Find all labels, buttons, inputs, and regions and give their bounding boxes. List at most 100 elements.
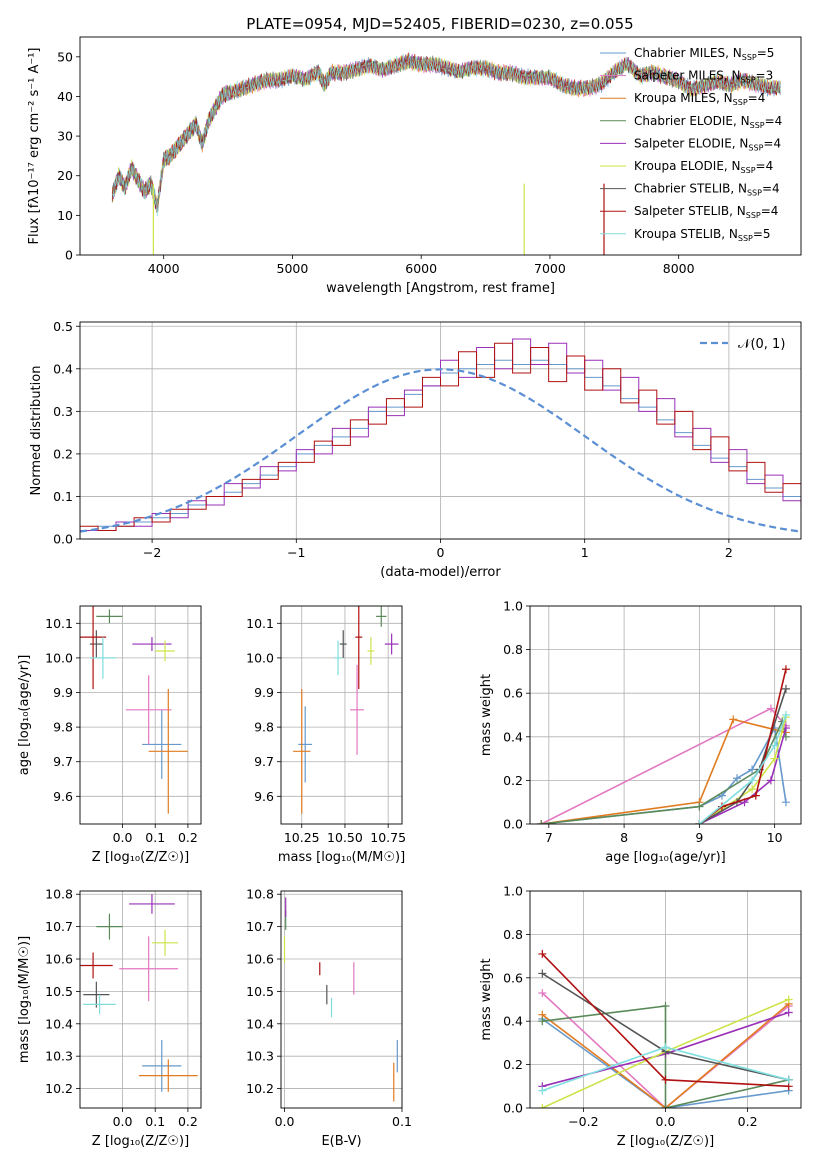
weight-marker	[766, 776, 775, 785]
weight-marker	[661, 1002, 670, 1011]
x-tick-label: 0.0	[113, 1114, 133, 1129]
legend-label: 𝒩(0, 1)	[738, 337, 785, 352]
y-axis-label: mass weight	[479, 674, 494, 756]
weight-marker	[729, 715, 738, 724]
errorbar-point	[119, 936, 179, 1002]
weight-marker	[748, 785, 757, 794]
plot-area	[537, 665, 790, 824]
y-tick-label: 9.8	[53, 720, 73, 735]
errorbar-point	[96, 609, 123, 624]
x-axis-label: Z [log₁₀(Z/Z☉)]	[92, 1134, 189, 1149]
errorbar-point	[125, 675, 172, 745]
legend: 𝒩(0, 1)	[700, 337, 785, 352]
charts-layer: Chabrier MILES, NSSP=5 Salpeter MILES, NS…	[17, 36, 802, 1149]
errorbar-point	[298, 706, 313, 783]
x-tick-label: −1	[287, 545, 305, 560]
weight-marker	[733, 774, 742, 783]
chart-age-vs-Z: 0.0 0.1 0.2 9.6 9.7 9.8 9.9 10.0 10.1 Z [log₁₀(Z/…	[17, 605, 202, 865]
y-tick-label: 0.3	[53, 404, 73, 419]
y-tick-label: 9.6	[53, 789, 73, 804]
y-axis-label: Flux [fλ10⁻¹⁷ erg cm⁻² s⁻¹ A⁻¹]	[27, 48, 42, 245]
weight-marker	[781, 711, 790, 719]
weight-marker	[781, 665, 790, 674]
weight-series-line	[699, 727, 787, 824]
y-tick-label: 10.4	[246, 1016, 274, 1031]
x-tick-label: 0.1	[145, 1114, 165, 1129]
weight-series-line	[698, 714, 787, 824]
weight-marker	[784, 1075, 793, 1084]
chart-mass-vs-Z: 0.0 0.1 0.2 10.2 10.3 10.4 10.5 10.6 10.7 10.8 Z […	[17, 887, 202, 1149]
y-tick-label: 10.8	[246, 887, 274, 902]
errorbar-point	[350, 664, 364, 755]
legend-label: Kroupa MILES, NSSP=4	[634, 91, 765, 107]
chart-spectrum: Chabrier MILES, NSSP=5 Salpeter MILES, NS…	[27, 36, 802, 296]
x-tick-label: 0.1	[145, 830, 165, 845]
weight-marker	[538, 1086, 547, 1095]
x-tick-label: 0.1	[392, 1114, 412, 1129]
y-tick-label: 10.2	[246, 1081, 274, 1096]
errorbar-point	[376, 606, 387, 627]
errorbar-point	[80, 606, 107, 690]
y-tick-label: 0.2	[503, 773, 523, 788]
y-tick-label: 9.9	[254, 685, 274, 700]
legend-label: Kroupa STELIB, NSSP=5	[634, 227, 771, 243]
y-tick-label: 0.2	[503, 1057, 523, 1072]
y-tick-label: 9.9	[53, 685, 73, 700]
errorbar-point	[142, 709, 182, 780]
y-tick-label: 0.0	[503, 1101, 523, 1116]
y-axis-label: age [log₁₀(age/yr)]	[17, 655, 32, 776]
errorbar-point	[293, 689, 311, 814]
y-tick-label: 10.1	[45, 616, 73, 631]
x-tick-label: 10	[767, 830, 783, 845]
errorbar-point	[155, 640, 175, 662]
histogram-series	[80, 338, 801, 539]
errorbar-point	[339, 630, 347, 658]
axes-frame	[79, 36, 802, 256]
errorbar-point	[129, 894, 175, 914]
chart-mass-vs-ebv: 0.0 0.1 10.2 10.3 10.4 10.5 10.6 10.7 10.8 E(B-V)	[246, 887, 412, 1149]
errorbar-point	[83, 981, 110, 1008]
errorbar-point	[384, 633, 399, 655]
y-axis-label: mass weight	[479, 958, 494, 1040]
y-tick-label: 10.7	[45, 919, 73, 934]
weight-marker	[770, 754, 779, 763]
y-tick-label: 9.7	[254, 754, 274, 769]
y-tick-label: 10.6	[45, 952, 73, 967]
weight-series-line	[541, 992, 790, 1108]
y-axis-label: mass [log₁₀(M/M☉)]	[17, 936, 32, 1063]
errorbar-point	[151, 929, 179, 956]
x-tick-label: 1	[581, 545, 589, 560]
y-tick-label: 9.8	[254, 720, 274, 735]
x-tick-label: 4000	[148, 261, 180, 276]
chart-residuals: 𝒩(0, 1) −2 −1 0 1 2 0.0 0.1 0.2 0.3 0.4 0.5 (data-mo…	[29, 319, 802, 580]
weight-marker	[766, 704, 775, 713]
plot-area	[80, 894, 198, 1092]
y-tick-label: 0.8	[503, 927, 523, 942]
weight-marker	[538, 1104, 547, 1108]
x-tick-label: −2	[143, 545, 161, 560]
x-axis-label: age [log₁₀(age/yr)]	[605, 850, 726, 865]
x-tick-label: 8000	[663, 261, 695, 276]
x-tick-label: 6000	[405, 261, 437, 276]
weight-marker	[695, 802, 704, 811]
errorbar-point	[334, 640, 342, 676]
weight-marker	[661, 1075, 670, 1084]
y-tick-label: 0.0	[503, 817, 523, 832]
legend-label: Chabrier ELODIE, NSSP=4	[634, 114, 782, 130]
y-axis-label: Normed distribution	[29, 366, 44, 496]
axes-frame	[529, 605, 802, 825]
weight-marker	[695, 820, 704, 824]
errorbar-point	[132, 637, 172, 651]
errorbar-point	[148, 689, 188, 814]
y-tick-label: 10.0	[45, 650, 73, 665]
y-tick-label: 0.4	[53, 361, 73, 376]
weight-marker	[538, 988, 547, 997]
legend-label: Salpeter ELODIE, NSSP=4	[634, 136, 781, 152]
axes-frame	[79, 605, 202, 825]
x-tick-label: 10.25	[284, 830, 320, 845]
y-tick-label: 10.0	[246, 650, 274, 665]
y-tick-label: 10.3	[45, 1049, 73, 1064]
x-tick-label: 0.0	[656, 1114, 676, 1129]
y-tick-label: 0	[65, 248, 73, 263]
